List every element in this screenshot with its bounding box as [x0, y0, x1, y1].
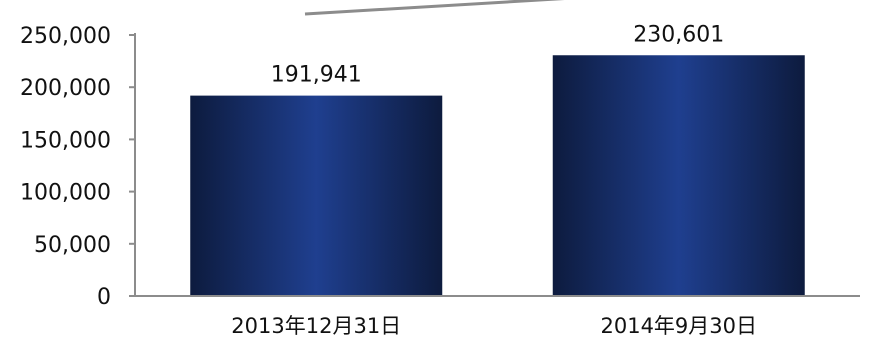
bars: 191,941 230,601: [190, 22, 805, 297]
bar: [190, 95, 443, 297]
y-tick-label: 0: [97, 285, 111, 310]
y-axis: 0 50,000 100,000 150,000 200,000 250,000: [20, 24, 136, 310]
bar-value-label: 191,941: [271, 63, 362, 88]
bar-value-label: 230,601: [633, 22, 724, 47]
x-axis: 2013年12月31日 2014年9月30日: [135, 295, 860, 338]
y-tick-label: 50,000: [34, 233, 111, 258]
y-tick-label: 200,000: [20, 76, 111, 101]
trend-line: [304, 0, 565, 16]
y-tick-label: 250,000: [20, 24, 111, 49]
x-tick-label: 2013年12月31日: [231, 314, 401, 338]
x-tick-label: 2014年9月30日: [600, 314, 757, 338]
bar: [552, 55, 805, 296]
y-tick-label: 100,000: [20, 181, 111, 206]
y-tick-label: 150,000: [20, 128, 111, 153]
